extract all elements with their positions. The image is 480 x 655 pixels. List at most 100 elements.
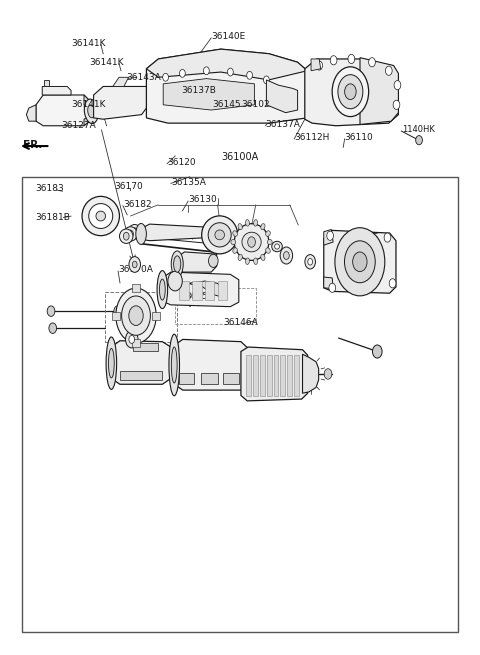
Circle shape <box>416 136 422 145</box>
Ellipse shape <box>265 231 270 236</box>
Circle shape <box>248 237 255 248</box>
Text: FR.: FR. <box>23 140 42 151</box>
Circle shape <box>345 84 356 100</box>
Bar <box>253 355 258 396</box>
Ellipse shape <box>238 254 242 261</box>
Text: 1140HK: 1140HK <box>402 125 435 134</box>
Polygon shape <box>42 86 71 95</box>
Polygon shape <box>266 80 298 113</box>
Ellipse shape <box>124 227 137 241</box>
Text: 36137A: 36137A <box>265 120 300 129</box>
Circle shape <box>264 76 269 84</box>
Ellipse shape <box>246 258 250 265</box>
Ellipse shape <box>157 271 168 309</box>
Ellipse shape <box>267 240 272 245</box>
Ellipse shape <box>246 219 250 226</box>
Circle shape <box>335 228 385 296</box>
Ellipse shape <box>96 211 106 221</box>
Bar <box>120 371 162 380</box>
Bar <box>274 355 278 396</box>
Polygon shape <box>162 272 239 307</box>
Text: 36182: 36182 <box>123 200 152 209</box>
Ellipse shape <box>89 204 113 229</box>
Circle shape <box>163 73 168 81</box>
Polygon shape <box>113 77 129 86</box>
Ellipse shape <box>82 196 120 236</box>
Bar <box>267 355 272 396</box>
Circle shape <box>327 231 334 240</box>
Polygon shape <box>146 49 307 80</box>
Circle shape <box>385 66 392 75</box>
Text: 36150: 36150 <box>185 291 214 301</box>
Ellipse shape <box>234 224 269 261</box>
Text: 36141K: 36141K <box>89 58 123 67</box>
Circle shape <box>330 56 337 65</box>
Bar <box>132 343 158 350</box>
Polygon shape <box>111 341 171 384</box>
Text: 36145: 36145 <box>213 100 241 109</box>
Circle shape <box>369 58 375 67</box>
Bar <box>180 373 194 384</box>
Circle shape <box>247 71 252 79</box>
Ellipse shape <box>136 223 146 244</box>
Text: 36140E: 36140E <box>211 32 245 41</box>
Circle shape <box>338 75 363 109</box>
Ellipse shape <box>171 347 177 383</box>
Polygon shape <box>36 95 94 126</box>
Text: 36170A: 36170A <box>118 265 153 274</box>
Ellipse shape <box>238 223 242 230</box>
Circle shape <box>129 257 141 272</box>
Circle shape <box>47 306 55 316</box>
Circle shape <box>123 233 129 240</box>
Polygon shape <box>94 86 149 119</box>
Circle shape <box>316 61 323 70</box>
Polygon shape <box>311 59 321 71</box>
Polygon shape <box>305 59 398 126</box>
Text: 36137B: 36137B <box>181 86 216 95</box>
Text: 36143A: 36143A <box>126 73 161 82</box>
Circle shape <box>125 331 138 348</box>
Bar <box>280 355 285 396</box>
Ellipse shape <box>242 233 261 252</box>
Ellipse shape <box>108 348 114 378</box>
Circle shape <box>204 67 209 75</box>
Polygon shape <box>324 277 333 289</box>
Circle shape <box>49 323 57 333</box>
Text: 36146A: 36146A <box>224 318 258 327</box>
Ellipse shape <box>253 219 258 226</box>
Bar <box>260 355 265 396</box>
Polygon shape <box>241 347 308 401</box>
Circle shape <box>284 252 289 259</box>
Polygon shape <box>146 49 307 123</box>
Bar <box>105 292 177 342</box>
Polygon shape <box>163 79 254 110</box>
Bar <box>112 312 120 320</box>
Circle shape <box>353 252 367 272</box>
Bar <box>294 355 299 396</box>
Polygon shape <box>324 229 333 245</box>
Text: 36183: 36183 <box>35 184 64 193</box>
Circle shape <box>129 335 134 343</box>
Ellipse shape <box>272 241 282 252</box>
Circle shape <box>324 369 332 379</box>
Bar <box>217 281 227 301</box>
Ellipse shape <box>169 334 180 396</box>
Text: 36110: 36110 <box>345 133 373 142</box>
Text: 36127A: 36127A <box>61 121 96 130</box>
Circle shape <box>114 306 121 316</box>
Circle shape <box>132 228 138 236</box>
Polygon shape <box>360 58 398 124</box>
Bar <box>205 281 215 301</box>
Circle shape <box>348 54 355 64</box>
Text: 36102: 36102 <box>241 100 270 109</box>
Circle shape <box>372 345 382 358</box>
Circle shape <box>116 288 156 343</box>
Polygon shape <box>174 339 248 390</box>
Circle shape <box>129 306 143 326</box>
Circle shape <box>394 81 401 90</box>
Text: 36141K: 36141K <box>71 39 106 48</box>
Circle shape <box>329 283 336 292</box>
Bar <box>152 312 160 320</box>
Circle shape <box>389 279 396 288</box>
Ellipse shape <box>215 230 225 240</box>
